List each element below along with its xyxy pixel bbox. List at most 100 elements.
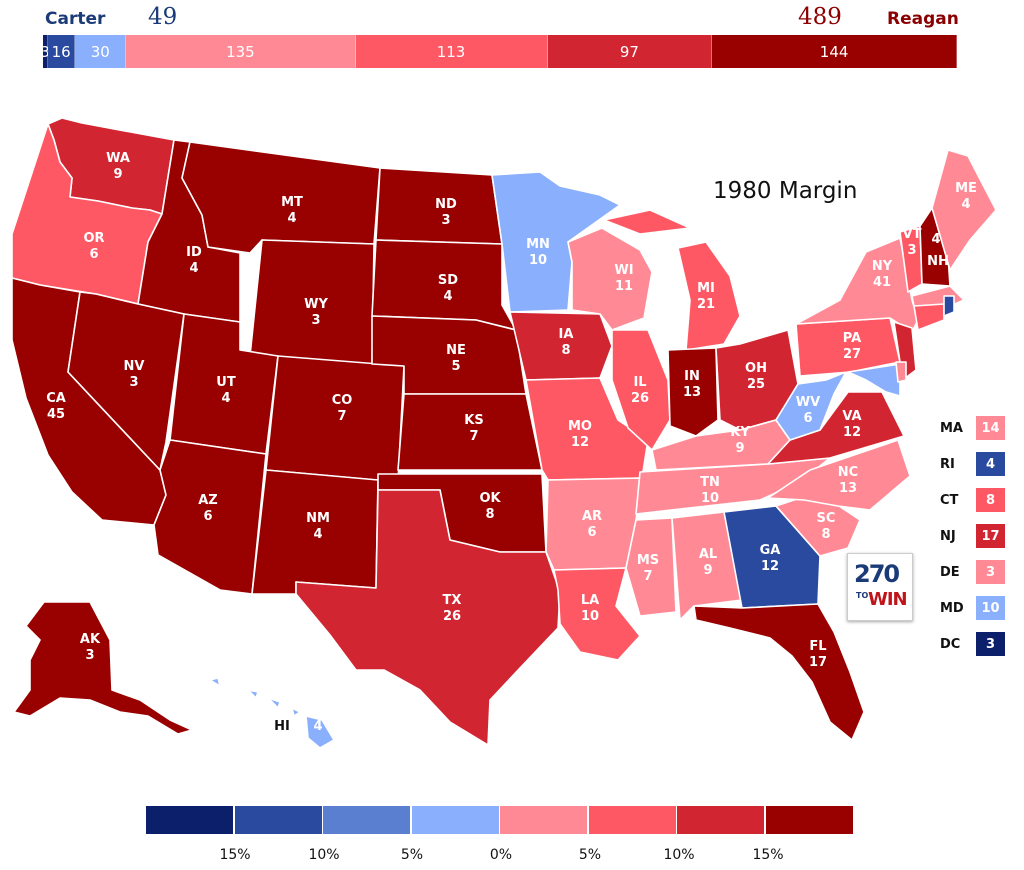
small-state-row-ma[interactable]: MA 14 [940,415,1012,441]
small-state-abbr: RI [940,456,955,472]
scale-tick: 15% [752,847,784,863]
bar-segment-lean-reagan[interactable]: 113 [355,35,548,68]
state-label-mi: MI 21 [697,281,715,312]
state-WI[interactable] [567,227,653,331]
state-label-tx: TX 26 [443,593,462,624]
state-MA[interactable] [911,285,965,307]
state-label-nm: NM 4 [306,511,330,542]
small-state-abbr: DE [940,564,960,580]
scale-tick: 5% [400,847,424,863]
reagan-name: Reagan [887,9,959,29]
state-label-ut: UT 4 [216,375,236,406]
carter-electoral-votes: 49 [148,4,178,30]
state-CT[interactable] [913,303,945,331]
state-label-id: ID 4 [186,245,202,276]
scale-swatch-8 [765,806,853,834]
scale-swatch-1 [146,806,233,834]
margin-color-scale [146,806,854,834]
state-MO[interactable] [525,377,649,481]
state-label-ar: AR 6 [582,509,602,540]
small-state-row-ri[interactable]: RI 4 [940,451,1012,477]
state-label-sd: SD 4 [438,273,458,304]
state-label-mt: MT 4 [281,195,303,226]
state-NJ[interactable] [893,321,917,383]
state-label-nh: 4 NH [927,232,949,269]
state-label-ca: CA 45 [46,391,66,422]
small-state-row-de[interactable]: DE 3 [940,559,1012,585]
state-CO[interactable] [265,355,405,483]
state-MD[interactable] [847,363,901,397]
state-label-oh: OH 25 [745,361,767,392]
small-state-row-dc[interactable]: DC 3 [940,631,1012,657]
carter-name: Carter [45,9,106,29]
state-label-ak: AK 3 [80,632,101,663]
state-NY[interactable] [795,237,919,333]
state-label-fl: FL 17 [809,639,827,670]
state-label-or: OR 6 [83,231,104,262]
state-AR[interactable] [545,477,643,571]
state-label-ia: IA 8 [559,327,574,358]
state-label-al: AL 9 [699,547,717,578]
state-MS[interactable] [625,517,677,617]
logo-270-text: 270 [854,560,900,588]
small-state-row-ct[interactable]: CT 8 [940,487,1012,513]
state-TX[interactable] [295,489,561,746]
small-state-row-nj[interactable]: NJ 17 [940,523,1012,549]
logo-win-text: WIN [868,589,908,610]
state-MI[interactable] [603,209,741,351]
small-state-votes: 17 [976,524,1005,548]
state-AL[interactable] [671,511,743,621]
state-HI[interactable] [209,677,335,749]
270towin-logo[interactable]: 270 TO WIN [847,553,913,621]
state-ME[interactable] [931,149,997,271]
small-state-row-md[interactable]: MD 10 [940,595,1012,621]
scale-swatch-5 [500,806,587,834]
state-label-nd: ND 3 [435,197,457,228]
state-NH[interactable] [919,207,951,287]
state-WV[interactable] [775,371,847,441]
map-title: 1980 Margin [713,178,858,204]
scale-tick: 10% [308,847,340,863]
scale-swatch-2 [234,806,322,834]
small-state-abbr: MD [940,600,964,616]
bar-segment-safe-carter[interactable]: 3 [40,35,50,68]
electoral-vote-bar: 3 16 30 135 113 97 144 [40,35,957,68]
small-state-votes: 4 [976,452,1005,476]
state-NC[interactable] [767,439,911,511]
state-label-ks: KS 7 [464,413,483,444]
state-label-ok: OK 8 [479,491,501,522]
state-label-wa: WA 9 [106,151,130,182]
bar-segment-safe-reagan[interactable]: 144 [712,35,957,68]
small-state-votes: 3 [976,632,1005,656]
bar-segment-likely-carter[interactable]: 16 [48,35,76,68]
state-RI[interactable] [943,295,955,317]
state-AZ[interactable] [153,439,267,595]
logo-to-text: TO [856,591,869,600]
state-label-ny: NY 41 [872,259,893,290]
state-DE[interactable] [895,361,907,383]
state-label-ga: GA 12 [760,543,781,574]
state-label-ky: KY 9 [730,425,750,456]
small-state-abbr: DC [940,636,961,652]
bar-segment-tilt-reagan[interactable]: 135 [126,35,356,68]
small-state-votes: 10 [976,596,1005,620]
state-label-co: CO 7 [332,393,353,424]
small-state-votes: 3 [976,560,1005,584]
scale-tick: 10% [663,847,695,863]
small-state-votes: 8 [976,488,1005,512]
reagan-electoral-votes: 489 [798,4,842,30]
state-label-wi: WI 11 [614,263,633,294]
state-AK[interactable] [13,601,193,735]
small-state-abbr: MA [940,420,963,436]
state-LA[interactable] [553,567,641,661]
state-IA[interactable] [509,311,613,381]
us-map: WA 9 OR 6 CA 45 ID 4 NV 3 MT 4 WY 3 UT 4 AZ 6 CO 7 NM 4 ND 3 SD 4… [11,117,997,749]
state-NV[interactable] [67,291,185,471]
state-label-mn: MN 10 [526,237,550,268]
state-GA[interactable] [723,505,821,609]
state-FL[interactable] [693,603,865,741]
scale-tick: 15% [219,847,251,863]
bar-segment-lean-carter[interactable]: 30 [75,35,127,68]
bar-segment-likely-reagan[interactable]: 97 [547,35,713,68]
state-IN[interactable] [667,347,719,437]
